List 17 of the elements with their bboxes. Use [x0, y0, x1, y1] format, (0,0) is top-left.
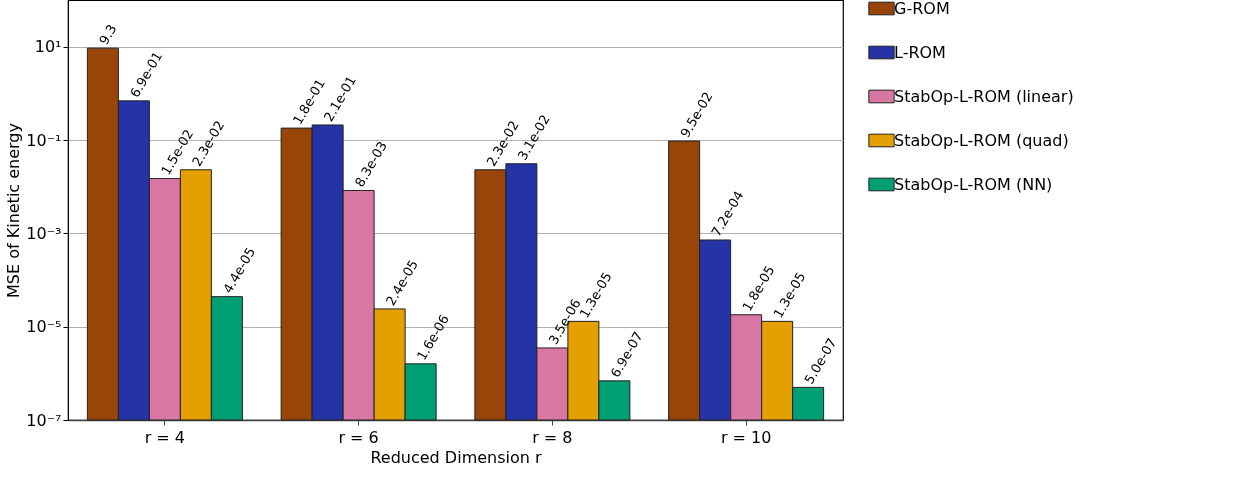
x-tick-label: r = 10	[720, 427, 772, 447]
x-tick-label: r = 4	[144, 427, 186, 447]
y-tick-label: 10⁻¹	[26, 130, 62, 150]
legend-label: L-ROM	[894, 42, 946, 62]
y-axis-title: MSE of Kinetic energy	[4, 123, 24, 298]
y-tick-label: 10⁻⁵	[26, 317, 62, 337]
x-axis-title: Reduced Dimension r	[370, 447, 542, 467]
data-label: 9.3	[96, 21, 120, 48]
x-tick-label: r = 8	[532, 427, 573, 447]
legend-label: StabOp-L-ROM (linear)	[894, 86, 1074, 106]
legend-label: StabOp-L-ROM (NN)	[894, 174, 1053, 194]
y-tick-label: 10¹	[34, 37, 62, 57]
y-tick-label: 10⁻⁷	[26, 410, 62, 430]
legend-label: G-ROM	[894, 0, 950, 18]
x-tick-label: r = 6	[338, 427, 379, 447]
y-tick-label: 10⁻³	[26, 223, 62, 243]
legend-label: StabOp-L-ROM (quad)	[894, 130, 1069, 150]
